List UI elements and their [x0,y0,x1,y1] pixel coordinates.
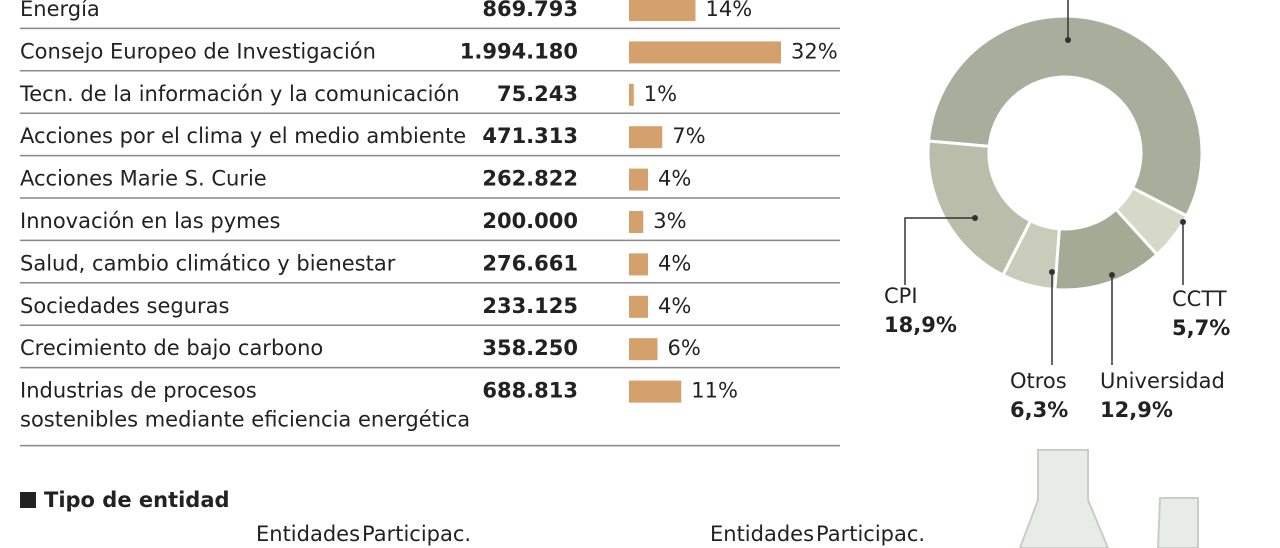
row-label: Acciones Marie S. Curie [20,167,267,191]
amount: 200.000 [482,209,578,233]
amount: 688.813 [482,379,578,403]
bar [629,168,648,191]
column-header: Participac. [362,522,471,546]
donut-value: 12,9% [1100,398,1173,422]
bar [629,295,648,318]
row-label-line: Industrias de procesos [20,379,257,403]
row-label: Sociedades seguras [20,294,230,318]
value-label: 4% [658,294,691,318]
leader-dot [972,215,978,221]
section-title: Tipo de entidad [44,488,230,512]
value-label: 6% [668,336,701,360]
bar [629,338,658,361]
flasks [1018,449,1199,548]
value-label: 7% [672,124,705,148]
value-label: 11% [691,379,738,403]
value-label: 14% [706,0,753,21]
section-marker [20,492,36,508]
donut-segment [926,14,1204,218]
bar [629,41,781,64]
amount: 75.243 [497,82,578,106]
leader-line [904,217,975,285]
row-label: Innovación en las pymes [20,209,280,233]
value-label: 1% [644,82,677,106]
row-label: Salud, cambio climático y bienestar [20,251,396,275]
row-label: Crecimiento de bajo carbono [20,336,323,360]
bar [629,0,696,21]
value-label: 4% [658,167,691,191]
column-header: Entidades [256,522,360,546]
column-header: Participac. [816,522,925,546]
value-label: 32% [791,39,838,63]
amount: 276.661 [482,251,578,275]
amount: 869.793 [482,0,578,21]
bar [629,211,644,233]
value-label: 3% [653,209,686,233]
donut-label: Universidad [1100,369,1225,393]
value-label: 4% [658,251,691,275]
bar [629,126,663,149]
amount: 358.250 [482,336,578,360]
leader-dot [1065,37,1071,43]
row-label: Energía [20,0,100,21]
donut-label: CPI [884,284,918,308]
leader-dot [1049,269,1055,275]
leader-dot [1180,219,1186,225]
donut-value: 6,3% [1010,398,1068,422]
row-label-line: sostenibles mediante eficiencia energéti… [20,408,470,432]
amount: 233.125 [482,294,578,318]
amount: 1.994.180 [460,39,578,63]
leader-dot [1109,272,1115,278]
bar [629,83,634,106]
row-label: Industrias de procesos sostenibles median… [20,379,470,432]
donut-label: Otros [1010,369,1067,393]
donut-label: CCTT [1172,287,1227,311]
donut-value: 5,7% [1172,316,1230,340]
row-label: Consejo Europeo de Investigación [20,39,376,63]
row-label: Acciones por el clima y el medio ambient… [20,124,466,148]
donut-segment [926,139,1033,278]
row-label: Tecn. de la información y la comunicació… [19,82,460,106]
donut-value: 18,9% [884,313,957,337]
amount: 471.313 [482,124,578,148]
amount: 262.822 [482,167,578,191]
bar [629,380,682,403]
bar [629,253,648,276]
column-header: Entidades [710,522,814,546]
